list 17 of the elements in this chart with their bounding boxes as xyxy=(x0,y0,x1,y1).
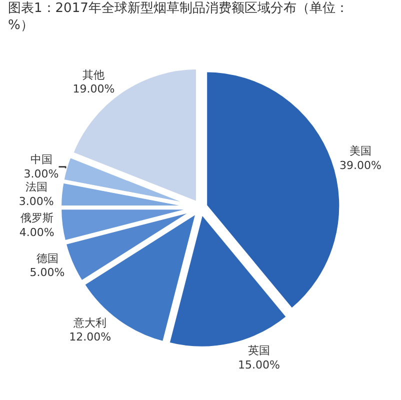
data-label: 12.00% xyxy=(69,330,112,344)
chart-title: 图表1：2017年全球新型烟草制品消费额区域分布（单位：%） xyxy=(8,1,348,33)
slice-label: 意大利 xyxy=(72,316,107,330)
data-label: 3.00% xyxy=(18,194,54,208)
slice-label: 德国 xyxy=(36,252,58,265)
data-label: 3.00% xyxy=(24,168,59,181)
slice-label: 中国 xyxy=(30,153,52,166)
data-label: 5.00% xyxy=(30,266,65,280)
data-label: 19.00% xyxy=(72,82,115,96)
slice-label: 法国 xyxy=(25,180,48,194)
data-label: 39.00% xyxy=(340,158,382,172)
data-label: 4.00% xyxy=(19,226,54,239)
data-label: 15.00% xyxy=(238,358,280,372)
slice-label: 美国 xyxy=(349,144,372,158)
slice-label: 其他 xyxy=(82,68,105,82)
slice-label: 英国 xyxy=(248,344,270,357)
slice-label: 俄罗斯 xyxy=(20,212,54,225)
